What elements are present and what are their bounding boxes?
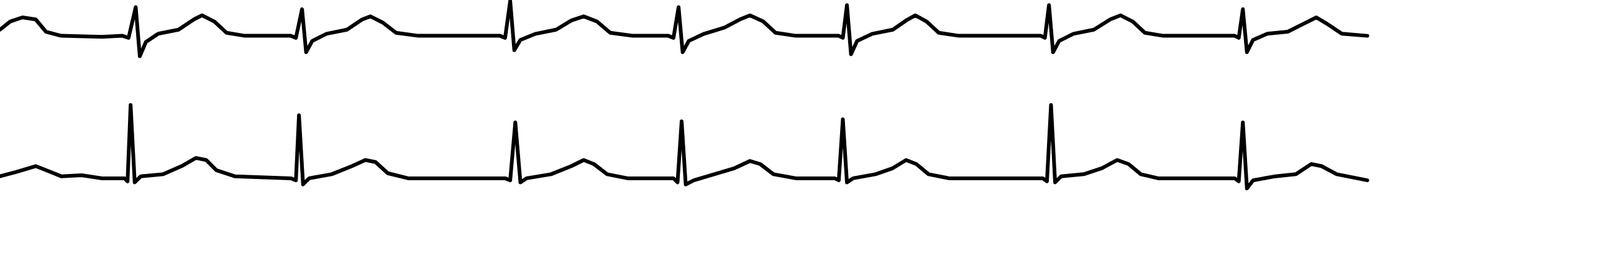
plot-area — [0, 1, 1368, 57]
ecg-trace — [0, 1, 1368, 57]
ecg-trace — [0, 105, 1368, 189]
ecg-strip — [0, 0, 1600, 261]
plot-area — [0, 105, 1368, 189]
